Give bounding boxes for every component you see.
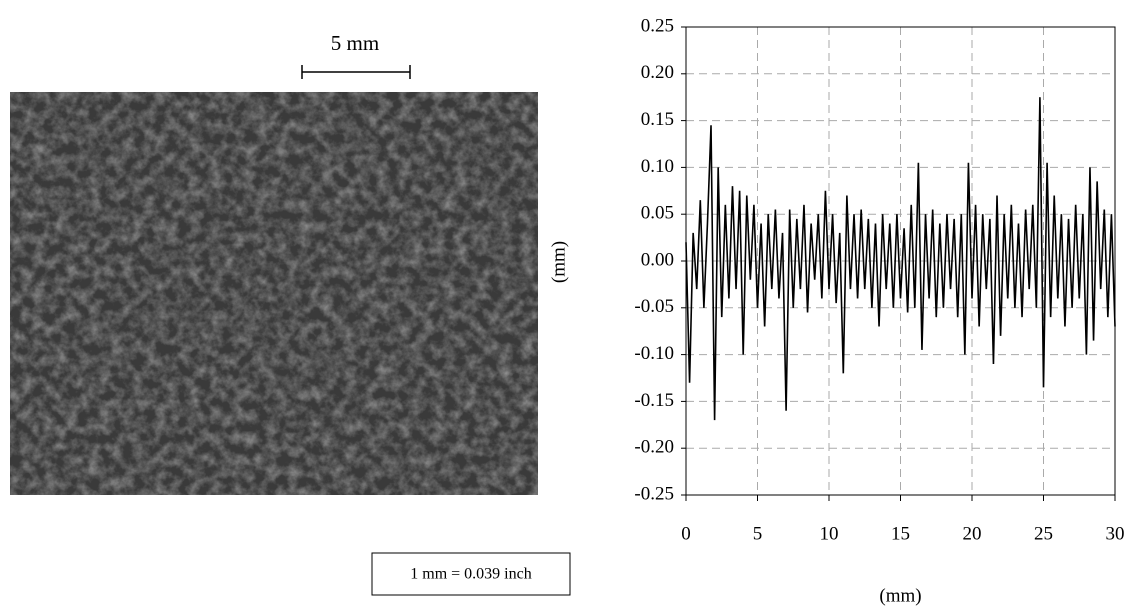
y-tick-label: 0.20	[641, 62, 674, 83]
y-tick-label: -0.05	[634, 296, 674, 317]
scale-bar	[301, 65, 411, 79]
y-tick-label: 0.00	[641, 249, 674, 270]
y-tick-label: 0.25	[641, 15, 674, 36]
note-box	[371, 552, 571, 596]
chart: 0.25 0.20 0.15 0.10 0.05 0.00 -0.05 -0.10 -0.15 -…	[548, 15, 1124, 606]
unit-note: 1 mm = 0.039 inch	[410, 566, 531, 583]
x-tick-label: 30	[1106, 523, 1125, 544]
x-axis-title: (mm)	[879, 585, 921, 606]
y-tick-label: 0.15	[641, 109, 674, 130]
profile-line	[685, 97, 1116, 421]
y-tick-label: 0.05	[641, 203, 674, 224]
y-axis-title: (mm)	[548, 241, 569, 283]
y-tick-label: -0.15	[634, 390, 674, 411]
x-tick-label: 5	[753, 523, 763, 544]
y-tick-label: -0.20	[634, 437, 674, 458]
x-tick-label: 15	[891, 523, 910, 544]
x-tick-label: 20	[963, 523, 982, 544]
y-tick-label: 0.10	[641, 156, 674, 177]
x-tick-label: 25	[1034, 523, 1053, 544]
y-tick-label: -0.10	[634, 343, 674, 364]
x-tick-label: 0	[681, 523, 691, 544]
x-tick-label: 10	[820, 523, 839, 544]
y-tick-label: -0.25	[634, 483, 674, 504]
surface-texture	[10, 92, 538, 495]
scale-bar-label: 5 mm	[331, 31, 379, 55]
